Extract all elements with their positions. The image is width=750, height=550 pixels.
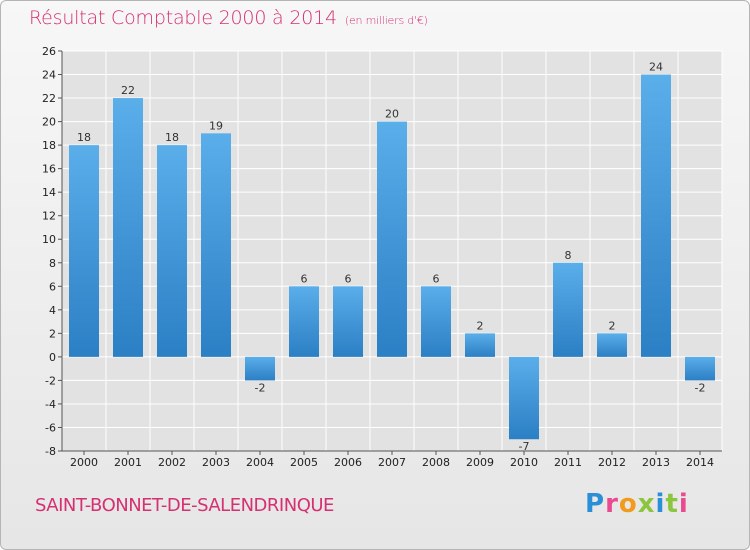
x-tick-label: 2011 bbox=[554, 456, 582, 469]
data-label: -2 bbox=[695, 381, 706, 394]
bar bbox=[377, 121, 407, 357]
y-tick-label: 6 bbox=[49, 280, 56, 293]
chart-title: Résultat Comptable 2000 à 2014 (en millie… bbox=[29, 7, 428, 29]
logo-letter: P bbox=[585, 489, 606, 519]
bar bbox=[509, 356, 539, 440]
bar bbox=[201, 133, 231, 357]
data-label: 24 bbox=[649, 61, 663, 74]
logo-letter: t bbox=[665, 489, 679, 519]
y-tick-label: 18 bbox=[42, 139, 56, 152]
logo-letter: o bbox=[618, 489, 638, 519]
bar bbox=[685, 356, 715, 381]
y-tick-label: 4 bbox=[49, 304, 56, 317]
data-label: -2 bbox=[255, 381, 266, 394]
bar bbox=[465, 333, 495, 357]
x-tick-label: 2001 bbox=[114, 456, 142, 469]
logo-letter: r bbox=[605, 489, 619, 519]
y-tick-label: 24 bbox=[42, 69, 56, 82]
y-tick-label: 0 bbox=[49, 351, 56, 364]
bar bbox=[289, 286, 319, 357]
bar bbox=[641, 74, 671, 357]
y-tick-label: 14 bbox=[42, 186, 56, 199]
x-tick-label: 2004 bbox=[246, 456, 274, 469]
commune-name: SAINT-BONNET-DE-SALENDRINQUE bbox=[35, 495, 334, 516]
data-label: 6 bbox=[301, 272, 308, 285]
logo-letter: i bbox=[678, 489, 689, 519]
data-label: 8 bbox=[565, 249, 572, 262]
data-label: -7 bbox=[519, 440, 530, 453]
y-tick-label: -2 bbox=[45, 374, 56, 387]
logo-letter: i bbox=[655, 489, 666, 519]
bar bbox=[245, 356, 275, 381]
data-label: 19 bbox=[209, 119, 223, 132]
x-tick-label: 2003 bbox=[202, 456, 230, 469]
data-label: 2 bbox=[609, 319, 616, 332]
data-label: 22 bbox=[121, 84, 135, 97]
data-label: 2 bbox=[477, 319, 484, 332]
data-label: 18 bbox=[165, 131, 179, 144]
x-tick-label: 2006 bbox=[334, 456, 362, 469]
y-tick-label: 8 bbox=[49, 257, 56, 270]
data-label: 18 bbox=[77, 131, 91, 144]
x-tick-label: 2007 bbox=[378, 456, 406, 469]
data-label: 20 bbox=[385, 108, 399, 121]
y-tick-label: 10 bbox=[42, 233, 56, 246]
x-tick-label: 2013 bbox=[642, 456, 670, 469]
x-tick-label: 2000 bbox=[70, 456, 98, 469]
bar bbox=[597, 333, 627, 357]
data-label: 6 bbox=[433, 272, 440, 285]
bar bbox=[69, 145, 99, 357]
x-tick-label: 2009 bbox=[466, 456, 494, 469]
y-tick-label: 2 bbox=[49, 327, 56, 340]
bar bbox=[333, 286, 363, 357]
proxiti-logo: Proxiti bbox=[585, 489, 689, 519]
y-tick-label: 20 bbox=[42, 116, 56, 129]
x-tick-label: 2005 bbox=[290, 456, 318, 469]
logo-letter: x bbox=[637, 489, 656, 519]
x-tick-label: 2012 bbox=[598, 456, 626, 469]
y-tick-label: -6 bbox=[45, 421, 56, 434]
x-tick-label: 2014 bbox=[686, 456, 714, 469]
y-tick-label: 26 bbox=[42, 45, 56, 58]
chart-subtitle: (en milliers d'€) bbox=[344, 14, 428, 27]
bar bbox=[157, 145, 187, 357]
y-tick-label: 22 bbox=[42, 92, 56, 105]
x-tick-label: 2010 bbox=[510, 456, 538, 469]
bar bbox=[421, 286, 451, 357]
bar bbox=[113, 98, 143, 357]
y-tick-label: 12 bbox=[42, 210, 56, 223]
y-tick-label: 16 bbox=[42, 163, 56, 176]
chart-title-text: Résultat Comptable 2000 à 2014 bbox=[29, 7, 337, 29]
bar bbox=[553, 262, 583, 357]
x-tick-label: 2008 bbox=[422, 456, 450, 469]
y-tick-label: -4 bbox=[45, 398, 56, 411]
x-tick-label: 2002 bbox=[158, 456, 186, 469]
y-tick-label: -8 bbox=[45, 445, 56, 458]
data-label: 6 bbox=[345, 272, 352, 285]
